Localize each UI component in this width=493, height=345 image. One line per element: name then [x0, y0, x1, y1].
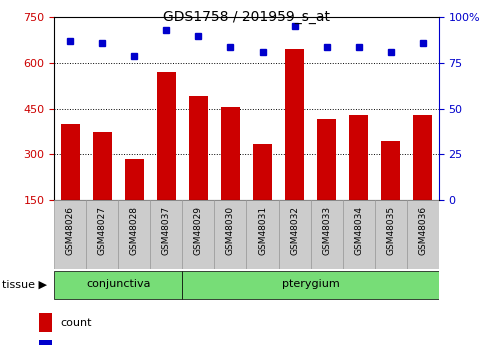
Bar [221, 107, 240, 200]
Bar [407, 200, 439, 269]
Text: GSM48037: GSM48037 [162, 206, 171, 255]
Bar [93, 131, 112, 200]
Text: GSM48030: GSM48030 [226, 206, 235, 255]
Bar [61, 124, 80, 200]
Text: GSM48031: GSM48031 [258, 206, 267, 255]
Text: GSM48028: GSM48028 [130, 206, 139, 255]
Bar [343, 200, 375, 269]
Bar [311, 200, 343, 269]
Text: GSM48034: GSM48034 [354, 206, 363, 255]
Text: tissue ▶: tissue ▶ [2, 280, 47, 289]
Bar [189, 97, 208, 200]
Text: pterygium: pterygium [282, 279, 340, 289]
Bar [285, 49, 304, 200]
Text: GSM48026: GSM48026 [66, 206, 75, 255]
Bar [182, 270, 439, 298]
Bar [125, 159, 144, 200]
Text: GSM48036: GSM48036 [418, 206, 427, 255]
Bar [375, 200, 407, 269]
Bar [381, 141, 400, 200]
Bar [86, 200, 118, 269]
Bar [118, 200, 150, 269]
Bar [246, 200, 279, 269]
Bar [39, 340, 52, 345]
Bar [253, 144, 272, 200]
Bar [349, 115, 368, 200]
Text: GSM48029: GSM48029 [194, 206, 203, 255]
Text: GSM48035: GSM48035 [386, 206, 395, 255]
Bar [150, 200, 182, 269]
Bar [54, 270, 182, 298]
Bar [157, 72, 176, 200]
Text: conjunctiva: conjunctiva [86, 279, 150, 289]
Text: GSM48033: GSM48033 [322, 206, 331, 255]
Text: count: count [60, 317, 92, 327]
Bar [214, 200, 246, 269]
Bar [182, 200, 214, 269]
Bar [317, 119, 336, 200]
Bar [279, 200, 311, 269]
Text: GSM48032: GSM48032 [290, 206, 299, 255]
Text: GSM48027: GSM48027 [98, 206, 107, 255]
Bar [39, 313, 52, 332]
Text: GDS1758 / 201959_s_at: GDS1758 / 201959_s_at [163, 10, 330, 24]
Bar [54, 200, 86, 269]
Bar [413, 115, 432, 200]
